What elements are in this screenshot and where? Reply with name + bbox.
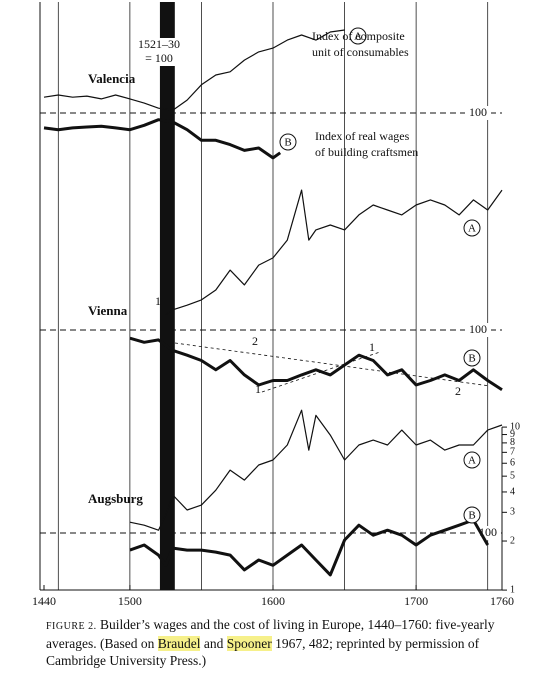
series-name: A bbox=[468, 455, 476, 467]
panel-name: Augsburg bbox=[88, 491, 143, 506]
trend-label: 1 bbox=[369, 340, 375, 354]
y-tick-label: 4 bbox=[510, 486, 515, 497]
x-tick-label: 1760 bbox=[490, 594, 514, 608]
series-marker-circle bbox=[349, 27, 367, 45]
base-period-label: = 100 bbox=[145, 51, 173, 65]
series-name: A bbox=[354, 31, 362, 43]
y-tick-label: 8 bbox=[510, 437, 515, 448]
series-description: Index of composite bbox=[312, 29, 405, 43]
chart: 1440 1500 1600 1700 1760 1521–30= 100 100 Valen… bbox=[32, 2, 520, 608]
label-backdrop bbox=[136, 52, 182, 66]
figure-label: FIGURE 2. bbox=[46, 621, 97, 632]
series-name: B bbox=[468, 353, 475, 365]
y-tick-label: 5 bbox=[510, 470, 515, 481]
caption-text: Builder’s wages and the cost of living i… bbox=[46, 617, 495, 651]
x-tick-label: 1440 bbox=[32, 594, 56, 608]
series-line bbox=[165, 189, 503, 316]
series-name: B bbox=[468, 510, 475, 522]
y-tick-label: 2 bbox=[510, 535, 515, 546]
series-name: A bbox=[468, 223, 476, 235]
series-line bbox=[129, 409, 503, 531]
y-tick-label: 6 bbox=[510, 458, 515, 469]
trend-label: 2 bbox=[252, 334, 258, 348]
series-description: Index of real wages bbox=[315, 129, 410, 143]
panel-name: Valencia bbox=[88, 71, 136, 86]
panel-name: Vienna bbox=[88, 303, 128, 318]
caption: FIGURE 2. Builder’s wages and the cost o… bbox=[46, 616, 516, 669]
highlighted-text: Spooner bbox=[226, 636, 272, 651]
series-line bbox=[129, 336, 503, 391]
series-marker-circle bbox=[463, 506, 481, 524]
x-tick-label: 1600 bbox=[261, 594, 285, 608]
trend-label: 2 bbox=[455, 384, 461, 398]
label-backdrop bbox=[465, 323, 491, 337]
y-tick-label: 10 bbox=[510, 421, 520, 432]
base-period-label: 1521–30 bbox=[138, 37, 180, 51]
y-tick-label: 3 bbox=[510, 507, 515, 518]
trend-label: 1 bbox=[255, 382, 261, 396]
series-marker-circle bbox=[279, 133, 297, 151]
series-description: unit of consumables bbox=[312, 45, 409, 59]
label-backdrop bbox=[465, 106, 491, 120]
x-tick-label: 1700 bbox=[404, 594, 428, 608]
series-line bbox=[129, 518, 490, 577]
highlighted-text: Braudel bbox=[157, 636, 201, 651]
reference-label: 100 bbox=[469, 322, 487, 336]
y-tick-label: 1 bbox=[510, 584, 515, 595]
series-description: of building craftsmen bbox=[315, 145, 418, 159]
label-backdrop bbox=[136, 38, 182, 52]
y-tick-label: 7 bbox=[510, 447, 515, 458]
y-tick-label: 9 bbox=[510, 429, 515, 440]
reference-label: 100 bbox=[469, 105, 487, 119]
series-line bbox=[43, 29, 345, 111]
trend-label: 1 bbox=[155, 294, 161, 308]
series-line bbox=[43, 118, 282, 160]
series-name: B bbox=[284, 137, 291, 149]
caption-text: and bbox=[200, 636, 227, 651]
series-marker-circle bbox=[463, 349, 481, 367]
x-tick-label: 1500 bbox=[118, 594, 142, 608]
series-marker-circle bbox=[463, 451, 481, 469]
caption-text: 1967, 482; reprinted by permission of Ca… bbox=[46, 636, 480, 668]
series-marker-circle bbox=[463, 219, 481, 237]
base-period-bar bbox=[159, 2, 175, 590]
